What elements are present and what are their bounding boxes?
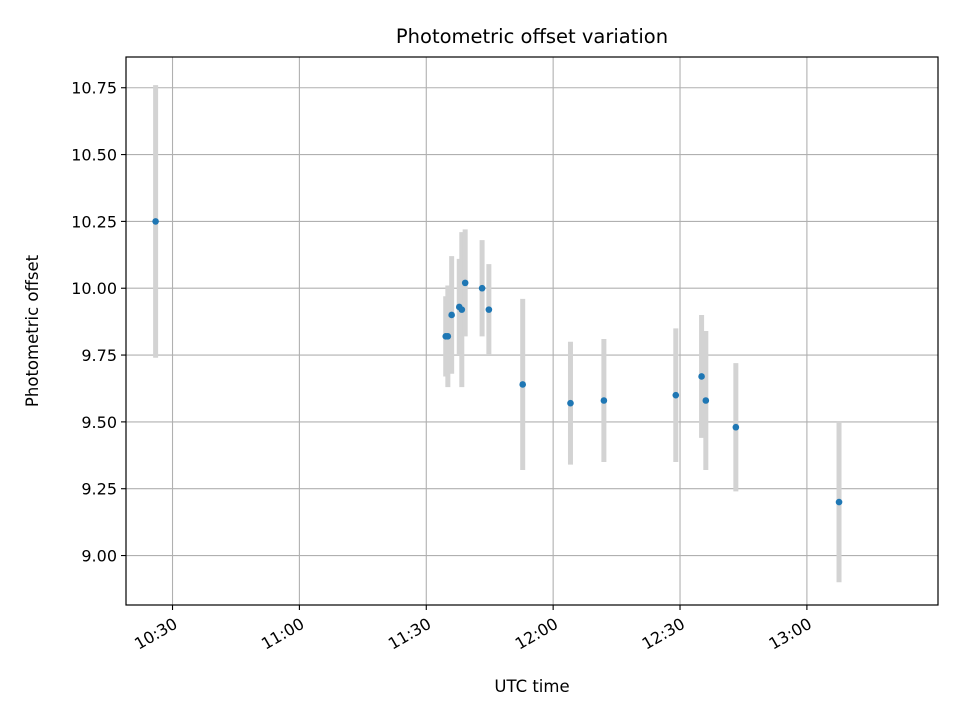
y-axis-ticks: 9.00 9.25 9.50 9.75 10.00 10.25 10.50 10.75: [71, 79, 126, 566]
y-tick-label: 9.00: [81, 547, 117, 566]
data-point: [485, 306, 493, 313]
y-tick-label: 9.75: [81, 346, 117, 365]
x-tick-label: 11:30: [385, 614, 434, 654]
data-point: [600, 397, 608, 404]
x-axis-ticks: 10:30 11:00 11:30 12:00 12:30 13:00: [131, 605, 815, 654]
data-points: [152, 218, 843, 506]
y-tick-label: 10.50: [71, 146, 117, 165]
grid: [126, 57, 938, 605]
data-point: [458, 306, 466, 313]
x-tick-label: 12:00: [512, 614, 561, 654]
data-point: [448, 311, 455, 319]
y-tick-label: 9.25: [81, 480, 117, 499]
y-tick-label: 10.00: [71, 279, 117, 298]
y-tick-label: 10.25: [71, 212, 117, 231]
data-point: [461, 279, 469, 287]
x-tick-label: 11:00: [258, 614, 307, 654]
data-point: [444, 333, 452, 340]
x-axis-label: UTC time: [494, 677, 569, 696]
data-point: [567, 399, 574, 407]
data-point: [152, 218, 159, 225]
y-axis-label: Photometric offset: [23, 254, 42, 407]
x-tick-label: 10:30: [131, 614, 180, 654]
y-tick-label: 9.50: [81, 413, 117, 432]
x-tick-label: 12:30: [639, 614, 688, 654]
chart-title: Photometric offset variation: [396, 25, 668, 48]
data-point: [519, 381, 526, 388]
error-bars: [153, 85, 842, 583]
data-point: [478, 284, 486, 292]
y-tick-label: 10.75: [71, 79, 117, 98]
data-point: [732, 423, 740, 431]
plot-frame: [125, 56, 939, 606]
data-point: [835, 498, 843, 506]
data-point: [702, 397, 710, 404]
data-point: [698, 373, 705, 380]
data-point: [672, 391, 680, 399]
x-tick-label: 13:00: [765, 614, 814, 654]
